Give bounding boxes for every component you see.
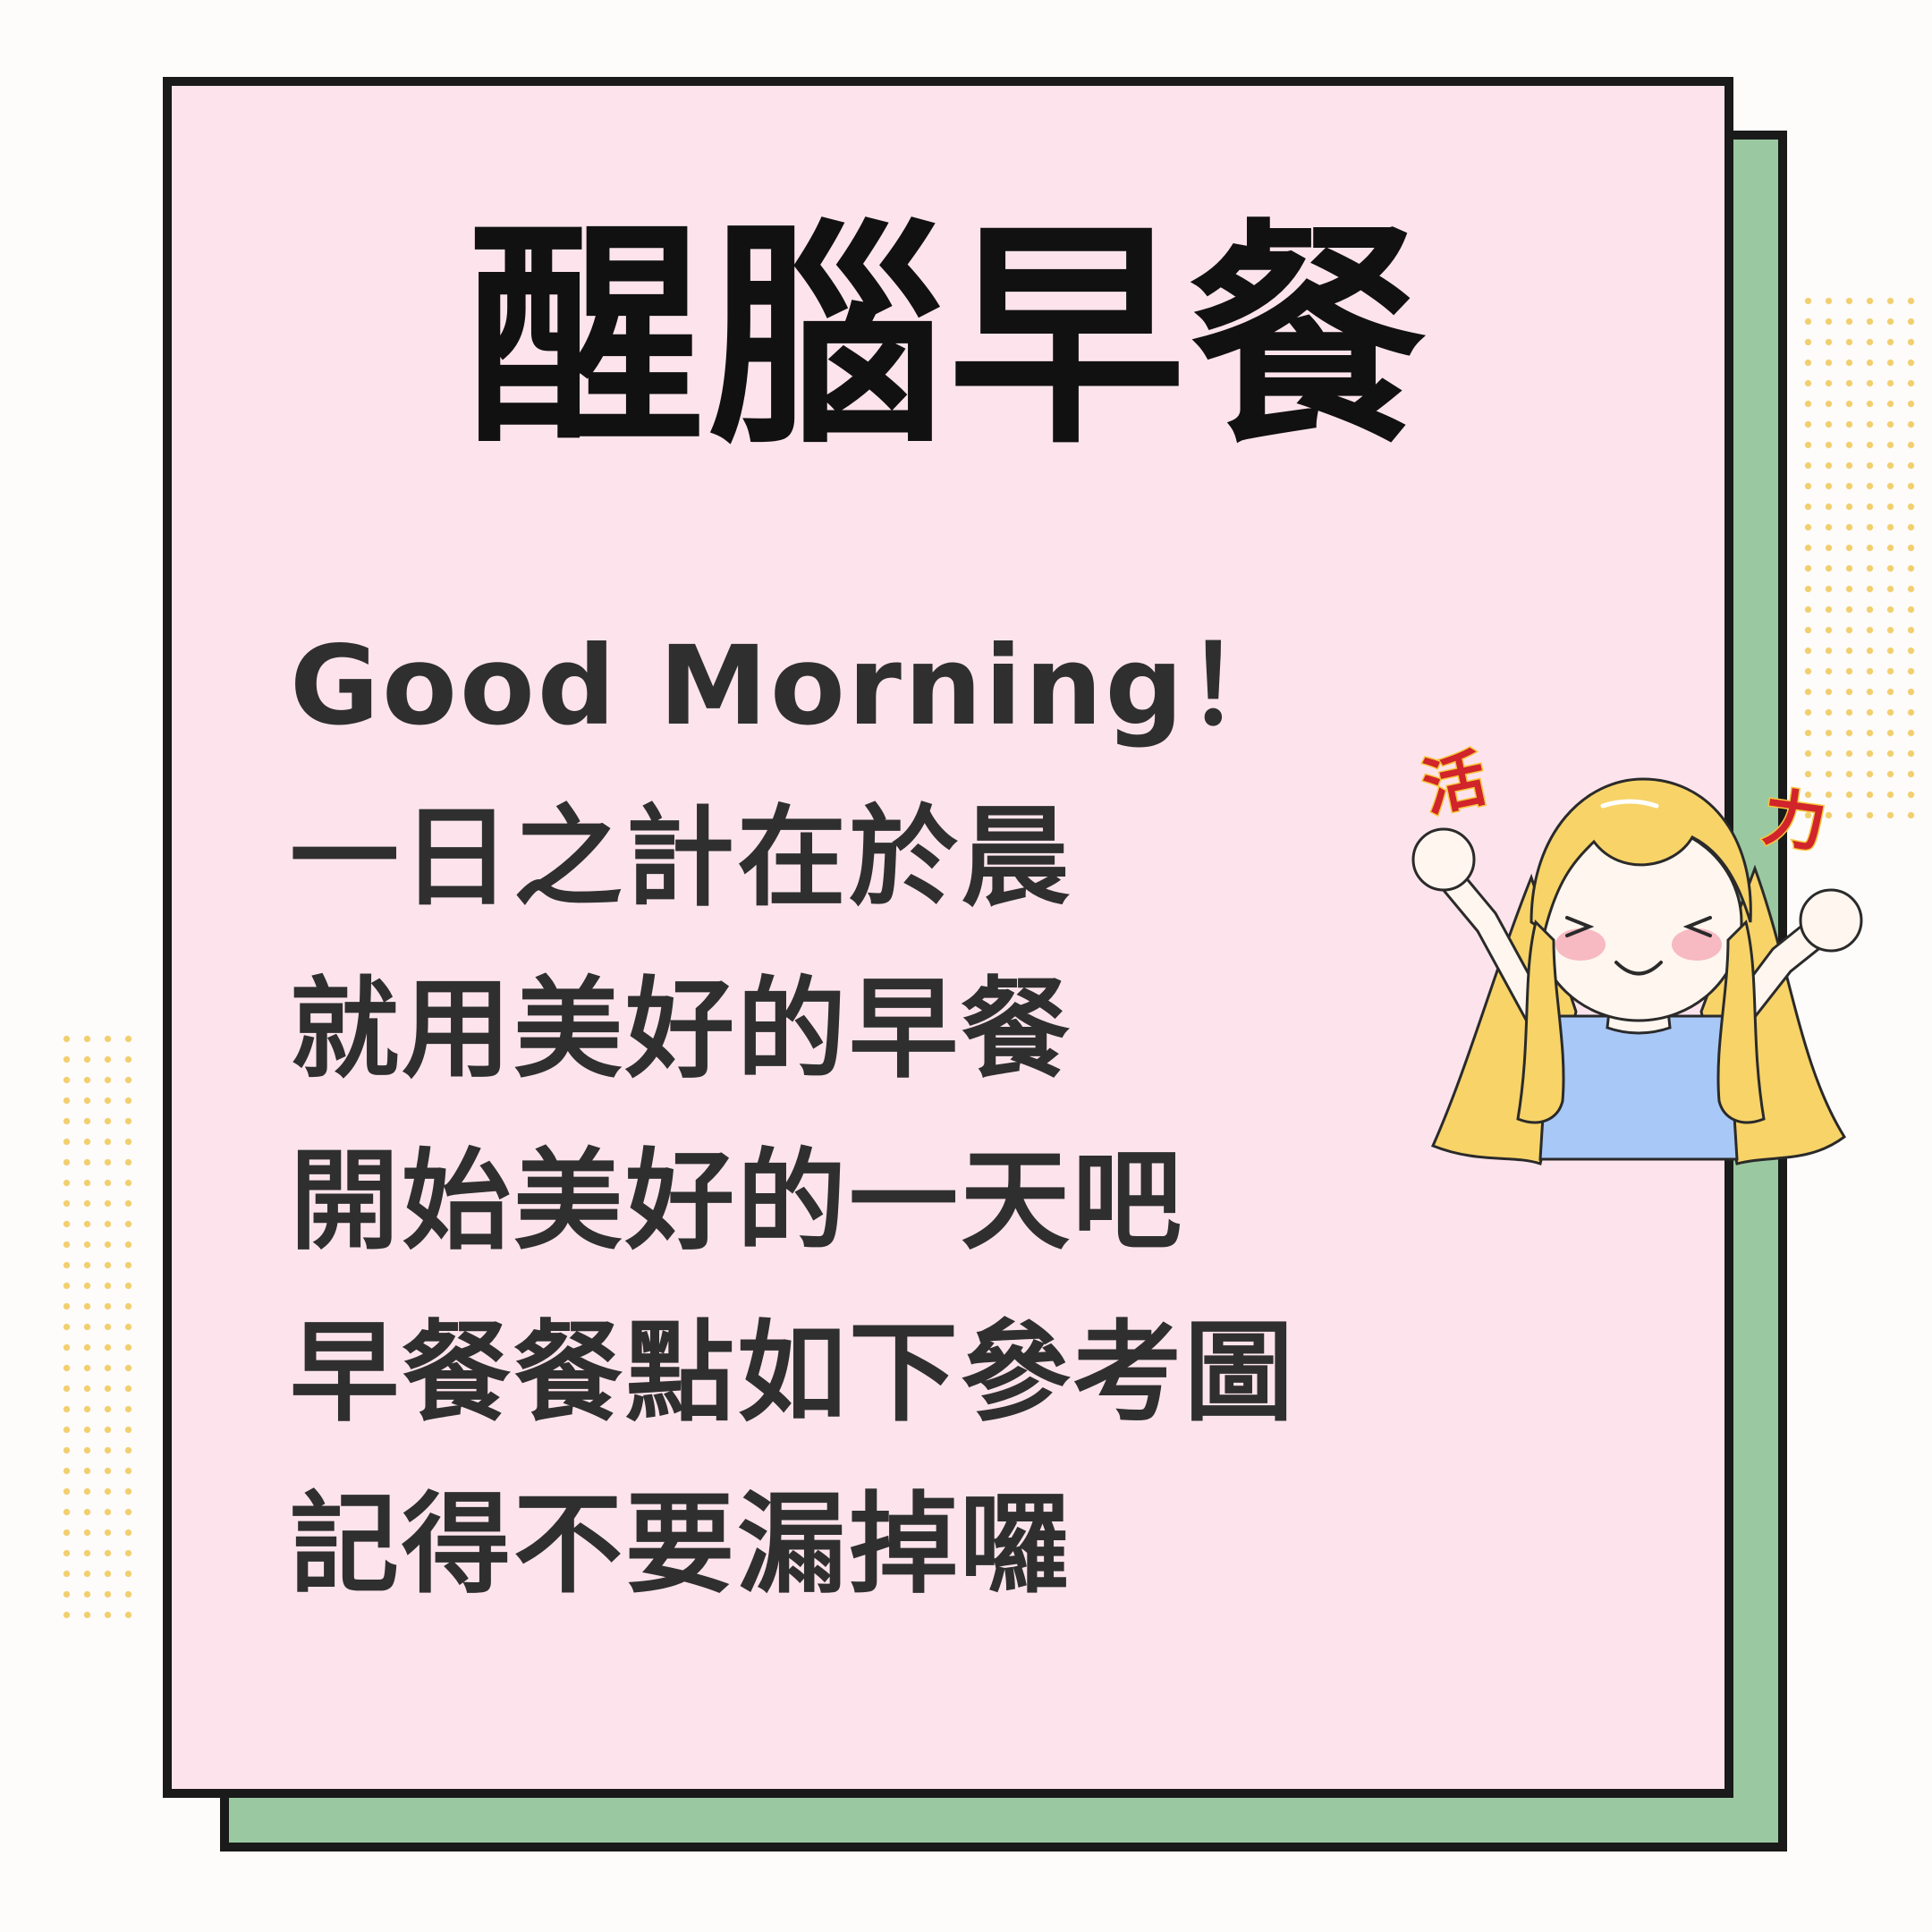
line-1: 一日之計在於晨 bbox=[290, 794, 1072, 921]
line-2: 就用美好的早餐 bbox=[290, 966, 1072, 1093]
decorative-dots-left bbox=[56, 1029, 146, 1619]
line-greeting: Good Morning！ bbox=[290, 623, 1298, 750]
message-lines: Good Morning！ 一日之計在於晨 就用美好的早餐 開始美好的一天吧 早… bbox=[290, 600, 1298, 1631]
decorative-dots-right bbox=[1798, 291, 1928, 818]
sticker-word-left: 活 bbox=[1416, 743, 1493, 826]
sticker-word-right: 力 bbox=[1758, 780, 1831, 861]
page-title: 醒腦早餐 bbox=[467, 200, 1429, 476]
line-3: 開始美好的一天吧 bbox=[290, 1138, 1184, 1265]
line-4: 早餐餐點如下參考圖 bbox=[290, 1309, 1296, 1436]
main-card: 醒腦早餐 Good Morning！ 一日之計在於晨 就用美好的早餐 開始美好的… bbox=[163, 77, 1863, 1798]
line-5: 記得不要漏掉囉 bbox=[290, 1481, 1072, 1608]
cheering-girl-illustration: 活 力 bbox=[1411, 743, 1863, 1165]
